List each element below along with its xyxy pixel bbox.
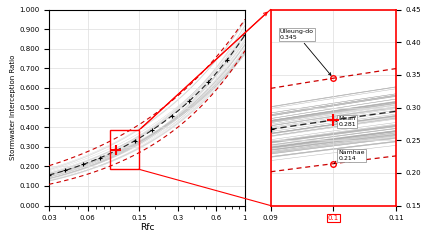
Bar bbox=[110, 130, 139, 169]
Text: Ulleung-do
0.345: Ulleung-do 0.345 bbox=[280, 29, 331, 75]
Y-axis label: Stormwater Interception Ratio: Stormwater Interception Ratio bbox=[10, 55, 16, 160]
X-axis label: Rfc: Rfc bbox=[140, 223, 154, 232]
Text: Mean
0.281: Mean 0.281 bbox=[334, 116, 356, 127]
Text: Namhae
0.214: Namhae 0.214 bbox=[334, 150, 365, 163]
